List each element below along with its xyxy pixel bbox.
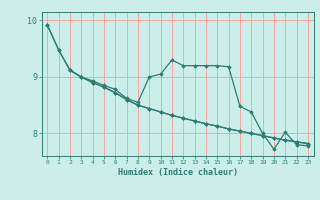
X-axis label: Humidex (Indice chaleur): Humidex (Indice chaleur) — [118, 168, 237, 177]
